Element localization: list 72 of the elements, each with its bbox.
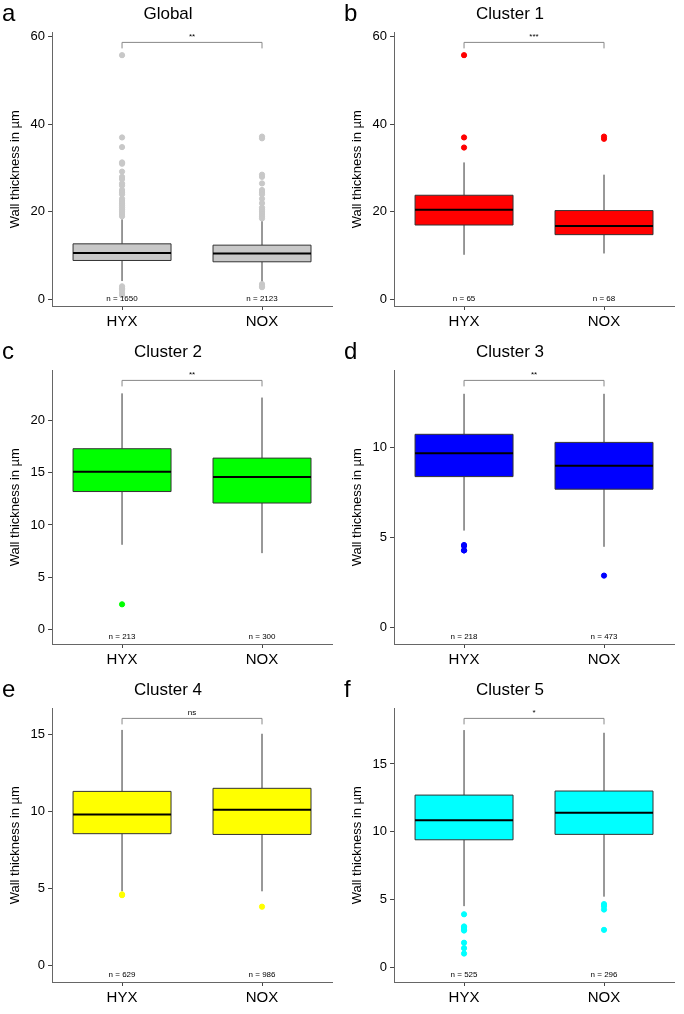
- x-tick-label: NOX: [245, 988, 279, 1006]
- annotation: **: [188, 369, 196, 379]
- chart-title: Cluster 4: [133, 679, 203, 699]
- y-tick-label: 0: [379, 291, 388, 307]
- y-tick-label: 60: [30, 28, 46, 44]
- y-axis-title: Wall thickness in µm: [349, 786, 365, 905]
- annotation: n = 525: [450, 970, 479, 980]
- annotation: **: [530, 369, 538, 379]
- annotation: n = 986: [248, 970, 277, 980]
- annotation: ns: [187, 707, 197, 717]
- annotation: n = 629: [108, 970, 137, 980]
- x-tick-label: NOX: [245, 650, 279, 668]
- chart-title: Cluster 2: [133, 341, 203, 361]
- text: e: [2, 674, 16, 702]
- y-tick-label: 5: [379, 890, 388, 906]
- y-axis-title: Wall thickness in µm: [349, 448, 365, 567]
- y-tick-label: 0: [379, 619, 388, 635]
- annotation: n = 296: [590, 970, 619, 980]
- chart-title: Cluster 3: [475, 341, 545, 361]
- y-tick-label: 20: [30, 203, 46, 219]
- annotation: n = 68: [592, 294, 616, 304]
- annotation: n = 213: [108, 632, 137, 642]
- y-tick-label: 15: [30, 464, 46, 480]
- y-tick-label: 5: [37, 879, 46, 895]
- annotation: n = 218: [450, 632, 479, 642]
- x-tick-label: HYX: [448, 988, 480, 1006]
- text: b: [344, 0, 358, 26]
- y-tick-label: 5: [37, 568, 46, 584]
- y-tick-label: 0: [379, 958, 388, 974]
- y-tick-label: 0: [37, 620, 46, 636]
- y-tick-label: 15: [30, 726, 46, 742]
- chart-title: Cluster 5: [475, 679, 545, 699]
- y-tick-label: 40: [30, 115, 46, 131]
- y-tick-label: 40: [372, 115, 388, 131]
- annotation: *: [532, 707, 536, 717]
- x-tick-label: NOX: [587, 988, 621, 1006]
- x-tick-label: NOX: [587, 650, 621, 668]
- y-tick-label: 10: [372, 439, 388, 455]
- text: c: [2, 336, 14, 364]
- annotation: ***: [529, 31, 539, 41]
- y-tick-label: 5: [379, 529, 388, 545]
- y-tick-label: 60: [372, 28, 388, 44]
- text: a: [2, 0, 16, 26]
- y-tick-label: 15: [372, 755, 388, 771]
- annotation: n = 1650: [106, 294, 139, 304]
- x-tick-label: NOX: [245, 312, 279, 330]
- y-tick-label: 0: [37, 956, 46, 972]
- y-tick-label: 20: [372, 203, 388, 219]
- y-tick-label: 0: [37, 291, 46, 307]
- x-tick-label: HYX: [106, 650, 138, 668]
- x-tick-label: HYX: [448, 650, 480, 668]
- annotation: n = 65: [452, 294, 476, 304]
- y-axis-title: Wall thickness in µm: [7, 786, 23, 905]
- text: d: [344, 336, 358, 364]
- chart-title: Global: [143, 3, 193, 23]
- annotation: n = 2123: [246, 294, 279, 304]
- y-axis-title: Wall thickness in µm: [7, 448, 23, 567]
- y-tick-label: 10: [30, 516, 46, 532]
- text: f: [344, 674, 351, 702]
- x-tick-label: HYX: [448, 312, 480, 330]
- x-tick-label: HYX: [106, 988, 138, 1006]
- annotation: **: [188, 31, 196, 41]
- x-tick-label: NOX: [587, 312, 621, 330]
- annotation: n = 300: [248, 632, 277, 642]
- y-axis-title: Wall thickness in µm: [7, 110, 23, 229]
- y-tick-label: 10: [30, 802, 46, 818]
- y-tick-label: 10: [372, 823, 388, 839]
- chart-title: Cluster 1: [475, 3, 545, 23]
- annotation: n = 473: [590, 632, 619, 642]
- y-tick-label: 20: [30, 412, 46, 428]
- x-tick-label: HYX: [106, 312, 138, 330]
- y-axis-title: Wall thickness in µm: [349, 110, 365, 229]
